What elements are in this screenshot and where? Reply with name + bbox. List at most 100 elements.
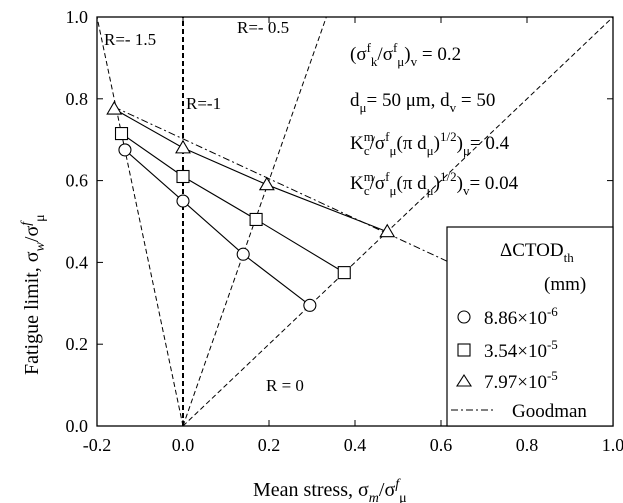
y-tick-label: 0.6 [66, 171, 89, 191]
legend-entry-3: 7.97×10-5 [484, 368, 558, 393]
r-label-0: R = 0 [266, 376, 304, 395]
x-axis-label-sub1: m [369, 491, 379, 503]
square-marker [249, 212, 263, 227]
legend-entry-2-times: ×10 [517, 341, 547, 362]
ann3-sup-f: f [385, 129, 390, 144]
legend-title-sub: th [564, 250, 575, 265]
legend-entry-3-times: ×10 [517, 372, 547, 393]
x-tick-label: 1.0 [602, 435, 623, 455]
ann4-close2: ) [457, 173, 463, 194]
triangle-marker [258, 176, 275, 191]
ann4-sub-u: μ [390, 183, 397, 198]
triangle-marker [379, 223, 396, 238]
legend-square-marker [457, 343, 471, 357]
ann1-tail: = 0.2 [417, 44, 461, 65]
legend-entry-1-times: ×10 [517, 308, 547, 329]
ann3-half: 1/2 [440, 129, 457, 144]
ann4-sub-c: c [364, 183, 370, 198]
y-axis-label-mid: /σ [21, 226, 43, 243]
x-tick-label: 0.6 [430, 435, 453, 455]
ann2-sub2: v [450, 100, 457, 115]
legend-title: ΔCTODth [500, 240, 574, 265]
ann4-mid: /σ [370, 173, 386, 194]
ann3-K: K [350, 133, 364, 154]
square-marker [337, 266, 351, 280]
legend-entry-2-mantissa: 3.54 [484, 341, 518, 362]
ann1-sup1: f [367, 40, 372, 55]
x-tick-label: -0.2 [83, 435, 112, 455]
ann3-sub-u: μ [390, 143, 397, 158]
circle-marker [118, 143, 132, 157]
circle-marker [176, 194, 190, 208]
series-line [121, 133, 345, 274]
y-axis-label: Fatigue limit, σw/σfμ [19, 214, 48, 375]
r-label-m05: R=- 0.5 [237, 18, 289, 37]
ann1-sub1: k [371, 54, 378, 69]
ann4-sup-f: f [385, 169, 390, 184]
x-axis-label-main: Mean stress, σ [253, 479, 369, 501]
data-series [106, 100, 396, 312]
x-tick-label: 0.0 [172, 435, 195, 455]
stress-ratio-lines [97, 17, 613, 426]
series-line [113, 108, 388, 233]
legend-entry-1-exp: -6 [547, 304, 558, 319]
goodman-series-line [113, 106, 450, 263]
annotation-variation: (σfk/σfμ)v = 0.2 [350, 40, 461, 69]
circle-marker [236, 247, 250, 261]
goodman-line [113, 106, 450, 263]
r-label-m1: R=-1 [186, 94, 221, 113]
ann2-mid: = 50 μm, d [366, 90, 450, 111]
x-axis-label: Mean stress, σm/σfμ [253, 477, 407, 503]
y-axis-label-sup: f [19, 220, 34, 226]
x-tick-labels: -0.2 0.0 0.2 0.4 0.6 0.8 1.0 [83, 435, 623, 455]
ann4-close: ) [434, 173, 440, 194]
ann2-tail: = 50 [456, 90, 495, 111]
circle-marker [303, 298, 317, 312]
ann1-sub3: v [411, 54, 418, 69]
ann1-pre: (σ [350, 44, 367, 65]
ann3-sub-u3: μ [463, 143, 470, 158]
ann4-tail: = 0.04 [469, 173, 518, 194]
legend-entry-2-exp: -5 [547, 337, 558, 352]
legend-entry-1: 8.86×10-6 [484, 304, 558, 329]
legend-entry-3-exp: -5 [547, 368, 558, 383]
r-line [182, 17, 613, 426]
r-line [97, 17, 184, 426]
legend-triangle-marker [455, 373, 473, 387]
ann3-mid: /σ [370, 133, 386, 154]
ann4-sub-v: v [463, 183, 470, 198]
ann3-sub-u2: μ [427, 143, 434, 158]
y-tick-label: 0.4 [66, 252, 89, 272]
ann2-d: d [350, 90, 360, 111]
ann3-close2: ) [457, 133, 463, 154]
legend: ΔCTODth (mm) 8.86×10-6 3.54×10-5 7.97×10… [446, 226, 614, 427]
legend-entry-1-mantissa: 8.86 [484, 308, 517, 329]
ann4-half: 1/2 [440, 169, 457, 184]
legend-entry-2: 3.54×10-5 [484, 337, 558, 362]
ann3-sup-m: m [364, 129, 374, 144]
r-label-m15: R=- 1.5 [104, 30, 156, 49]
ann2-sub1: μ [360, 100, 367, 115]
x-axis-label-sup: f [395, 477, 401, 492]
ann3-sub-c: c [364, 143, 370, 158]
y-axis-label-sub2: μ [33, 214, 48, 222]
legend-entry-goodman: Goodman [512, 401, 587, 422]
x-axis-label-sub2: μ [399, 491, 407, 503]
ann4-K: K [350, 173, 364, 194]
y-tick-label: 0.8 [66, 89, 89, 109]
x-tick-label: 0.8 [516, 435, 539, 455]
x-tick-label: 0.4 [344, 435, 367, 455]
ann1-post: ) [404, 44, 410, 65]
y-tick-label: 1.0 [66, 7, 89, 27]
legend-title-main: ΔCTOD [500, 240, 564, 261]
annotation-toughness-var: Km c/σfμ(π dμ)1/2)v= 0.04 [350, 169, 519, 198]
annotation-toughness-mean: Km c/σfμ(π dμ)1/2)μ= 0.4 [350, 129, 510, 158]
ann1-sub2: μ [397, 54, 404, 69]
ann1-sup2: f [393, 40, 398, 55]
y-axis-label-sub1: w [33, 241, 48, 251]
ann4-sub-u2: μ [427, 183, 434, 198]
legend-unit: (mm) [544, 274, 586, 295]
series-line [124, 149, 311, 306]
ann3-close: ) [434, 133, 440, 154]
